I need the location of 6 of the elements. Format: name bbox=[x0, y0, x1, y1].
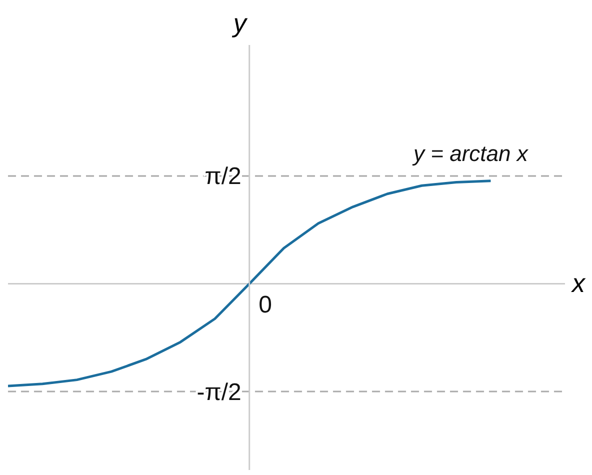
x-tick-label: 0 bbox=[258, 291, 272, 318]
x-axis-title: x bbox=[572, 268, 585, 298]
series-label: y = arctan x bbox=[412, 140, 529, 166]
y-tick-label: -π/2 bbox=[196, 378, 242, 406]
y-axis-title: y bbox=[233, 8, 246, 38]
y-tick-label: π/2 bbox=[204, 162, 242, 190]
